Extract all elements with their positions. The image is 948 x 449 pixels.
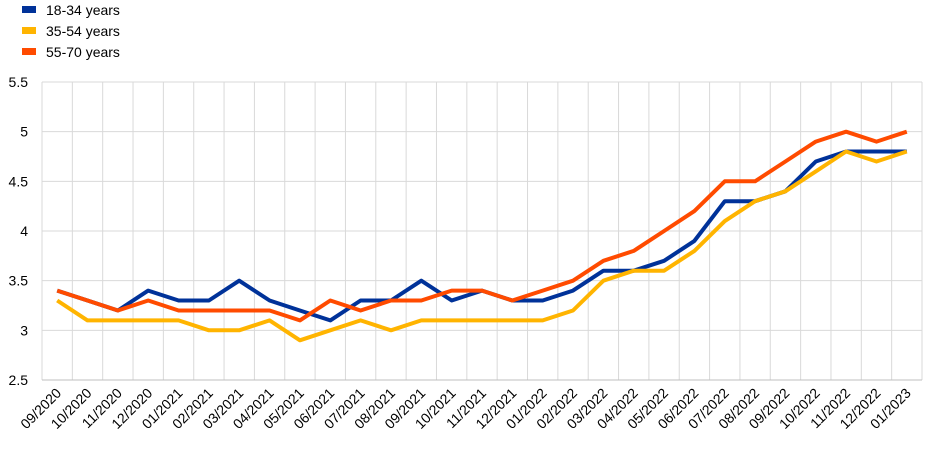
- series-line-18-34-years: [56, 149, 907, 323]
- legend-swatch-55-70: [22, 48, 36, 55]
- gridlines: [41, 81, 923, 381]
- legend: 18-34 years 35-54 years 55-70 years: [22, 2, 120, 60]
- y-tick-label: 2.5: [9, 372, 29, 388]
- series-line-55-70-years: [56, 129, 908, 323]
- y-tick-label: 4.5: [9, 173, 29, 189]
- y-tick-label: 4: [20, 223, 28, 239]
- axes: 2.533.544.555.509/202010/202011/202012/2…: [9, 74, 922, 432]
- legend-swatch-18-34: [22, 6, 36, 13]
- legend-swatch-35-54: [22, 27, 36, 34]
- y-tick-label: 5.5: [9, 74, 29, 90]
- series-line-35-54-years: [56, 149, 908, 343]
- legend-label-35-54: 35-54 years: [46, 23, 120, 39]
- y-tick-label: 5: [20, 124, 28, 140]
- legend-label-55-70: 55-70 years: [46, 44, 120, 60]
- legend-label-18-34: 18-34 years: [46, 2, 120, 18]
- y-tick-label: 3.5: [9, 273, 29, 289]
- y-tick-label: 3: [20, 322, 28, 338]
- series-lines: [56, 129, 908, 343]
